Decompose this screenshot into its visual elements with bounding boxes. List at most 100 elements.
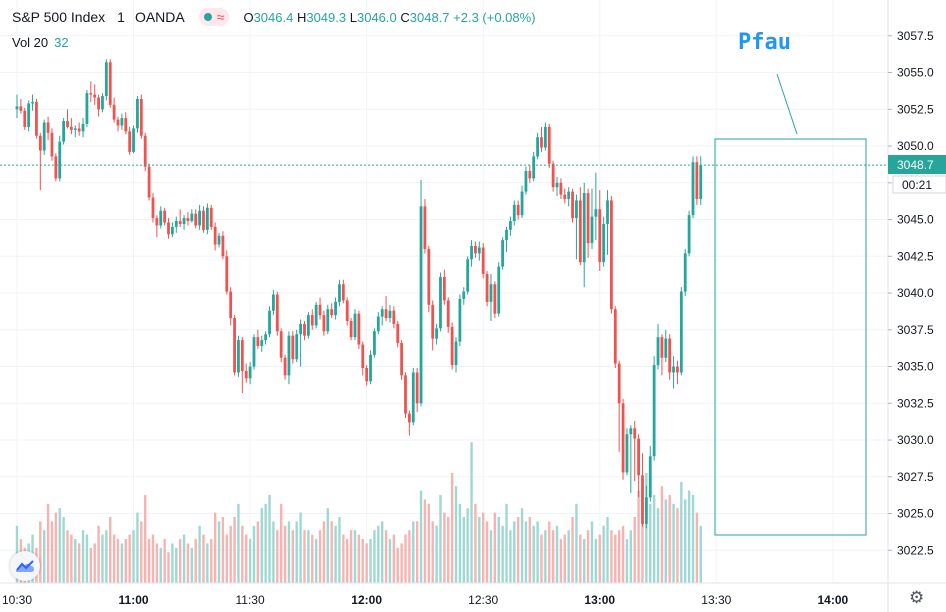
candle[interactable] [411,368,415,426]
candle[interactable] [314,301,318,329]
candle[interactable] [341,279,345,304]
candle[interactable] [264,331,268,345]
candle[interactable] [594,172,598,241]
candle[interactable] [442,269,446,305]
candle[interactable] [260,335,264,352]
candle[interactable] [641,453,644,527]
candle[interactable] [528,165,532,183]
candle[interactable] [602,216,606,267]
candle[interactable] [174,216,178,233]
candle[interactable] [547,124,551,169]
candle[interactable] [493,281,497,319]
candle[interactable] [244,363,248,383]
candle[interactable] [450,322,454,370]
candle[interactable] [287,331,291,385]
candle[interactable] [551,160,555,192]
candle[interactable] [497,262,501,317]
candle[interactable] [676,360,679,385]
candle[interactable] [439,272,442,332]
candle[interactable] [237,335,240,377]
candle[interactable] [116,116,120,132]
candle[interactable] [571,188,574,223]
candle[interactable] [322,310,326,336]
candle[interactable] [536,132,539,160]
time-axis[interactable]: 10:30 11:00 11:30 12:00 12:30 13:00 13:30 14:00 [2,593,849,607]
candle[interactable] [295,329,299,363]
interval[interactable]: 1 [117,9,125,25]
candle[interactable] [427,246,431,313]
candle[interactable] [229,287,233,326]
candle[interactable] [303,320,306,341]
candle[interactable] [306,312,310,339]
candle[interactable] [543,122,547,151]
candle[interactable] [252,334,256,370]
candle[interactable] [62,118,66,145]
candle[interactable] [404,372,407,418]
candle[interactable] [582,182,586,288]
candle[interactable] [353,309,357,341]
candle[interactable] [77,122,81,136]
candle[interactable] [46,116,50,141]
candle[interactable] [132,125,135,154]
candle[interactable] [462,287,466,305]
candle[interactable] [606,190,609,255]
candle[interactable] [221,231,225,260]
candle[interactable] [369,350,372,385]
candle[interactable] [275,291,279,336]
candle[interactable] [58,135,62,182]
candle[interactable] [159,206,163,229]
candle[interactable] [38,132,42,191]
candle[interactable] [590,188,594,249]
candle[interactable] [283,354,287,380]
candle[interactable] [446,297,450,333]
candle[interactable] [520,185,524,219]
candle[interactable] [97,94,100,117]
candle[interactable] [532,151,536,182]
candle[interactable] [664,329,668,363]
candle[interactable] [516,200,520,220]
candle[interactable] [505,226,508,252]
candle[interactable] [66,109,69,129]
candle[interactable] [419,179,423,407]
candle[interactable] [202,206,205,233]
candle[interactable] [42,119,46,155]
candle[interactable] [50,128,54,161]
candle[interactable] [679,287,683,376]
market-status-badge[interactable]: ≈ [198,8,230,26]
candle[interactable] [272,290,275,316]
candle[interactable] [240,337,244,394]
candle[interactable] [633,420,637,482]
candle[interactable] [691,156,695,219]
candle[interactable] [563,188,567,204]
symbol-name[interactable]: S&P 500 Index [12,9,106,25]
candle[interactable] [27,100,31,132]
candle[interactable] [139,94,143,139]
candle[interactable] [345,297,349,326]
candle[interactable] [637,434,640,498]
candle[interactable] [489,273,493,321]
candle[interactable] [392,306,396,329]
candle[interactable] [396,320,400,348]
candle[interactable] [147,163,151,201]
candle[interactable] [400,340,404,380]
candle[interactable] [73,125,77,138]
candle[interactable] [598,190,602,271]
candle[interactable] [512,200,516,226]
candle[interactable] [35,99,38,139]
candle[interactable] [656,323,660,370]
candlesticks[interactable] [15,59,703,529]
candle[interactable] [318,297,322,320]
candle[interactable] [610,196,613,314]
candle[interactable] [217,232,221,248]
candle[interactable] [613,306,617,369]
candle[interactable] [621,398,625,480]
candle[interactable] [326,304,330,335]
candle[interactable] [151,193,155,223]
candle[interactable] [466,256,470,295]
candle[interactable] [567,187,571,207]
volume-legend[interactable]: Vol 20 32 [12,35,69,50]
candle[interactable] [349,318,353,341]
candle[interactable] [699,156,703,205]
candle[interactable] [209,204,213,230]
